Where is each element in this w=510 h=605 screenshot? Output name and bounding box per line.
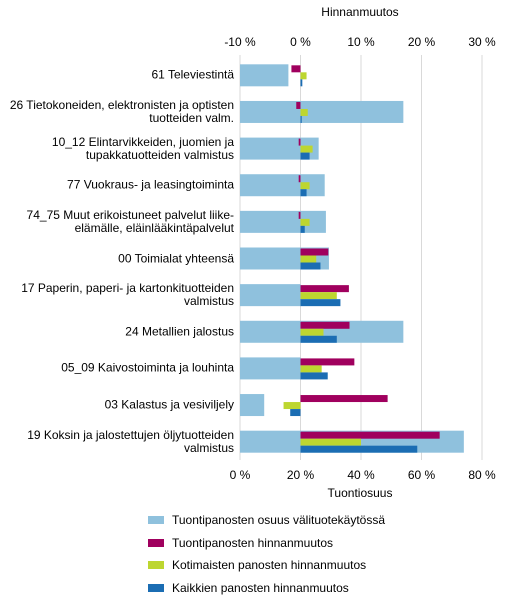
bar: [240, 284, 301, 307]
y-tick-label: 74_75 Muut erikoistuneet palvelut liike-…: [26, 207, 234, 235]
x2-tick-label: 10 %: [347, 35, 375, 49]
y-tick-label: 24 Metallien jalostus: [125, 324, 234, 339]
legend-swatch: [148, 561, 164, 569]
legend-label: Tuontipanosten hinnanmuutos: [172, 535, 334, 550]
legend-item: Tuontipanosten hinnanmuutos: [148, 536, 333, 550]
bar: [300, 328, 324, 336]
y-tick-label: 05_09 Kaivostoiminta ja louhinta: [61, 360, 234, 375]
legend-label: Tuontipanosten osuus välituotekäytössä: [172, 513, 386, 527]
x2-axis-title: Hinnanmuutos: [321, 5, 398, 19]
x2-tick-label: 20 %: [408, 35, 436, 49]
bar: [300, 321, 350, 329]
bar: [298, 211, 301, 219]
legend-swatch: [148, 583, 164, 592]
x-tick-label: 80 %: [468, 468, 496, 482]
x-axis-title: Tuontiosuus: [328, 486, 393, 500]
bar: [298, 138, 301, 146]
bar: [298, 175, 301, 183]
bar: [300, 248, 329, 256]
bar: [300, 431, 440, 439]
bar: [291, 65, 301, 73]
bar: [300, 145, 313, 153]
x-tick-label: 60 %: [408, 468, 436, 482]
bar: [300, 395, 388, 403]
bar: [300, 115, 302, 123]
bar: [300, 372, 328, 380]
bar: [300, 72, 307, 80]
bar: [290, 409, 301, 417]
bar: [300, 262, 321, 270]
y-tick-label: 17 Paperin, paperi- ja kartonkituotteide…: [21, 281, 234, 309]
bar: [300, 255, 317, 263]
bar: [300, 299, 341, 307]
legend-item: Kotimaisten panosten hinnanmuutos: [148, 558, 366, 572]
legend-label: Kotimaisten panosten hinnanmuutos: [172, 558, 367, 572]
legend-item: Tuontipanosten osuus välituotekäytössä: [148, 513, 385, 527]
bar: [300, 365, 322, 373]
y-tick-label: 10_12 Elintarvikkeiden, juomien ja tupak…: [51, 134, 234, 162]
bar: [240, 100, 404, 123]
legend-swatch: [148, 538, 164, 547]
x2-tick-label: -10 %: [224, 35, 256, 49]
y-tick-label: 26 Tietokoneiden, elektronisten ja optis…: [9, 97, 234, 125]
x2-tick-label: 30 %: [468, 35, 496, 49]
y-tick-label: 61 Televiestintä: [151, 67, 235, 82]
bar: [283, 402, 301, 410]
bar: [300, 79, 303, 87]
bar: [300, 218, 310, 226]
bar: [300, 182, 310, 190]
y-tick-label: 00 Toimialat yhteensä: [118, 251, 234, 265]
x-tick-label: 40 %: [347, 468, 375, 482]
y-tick-label: 03 Kalastus ja vesiviljely: [104, 397, 234, 412]
bar: [240, 357, 301, 380]
bar: [300, 108, 308, 116]
x-tick-label: 20 %: [287, 468, 315, 482]
legend-item: Kaikkien panosten hinnanmuutos: [148, 581, 349, 595]
bar: [300, 225, 305, 233]
bar: [300, 445, 418, 453]
bar: [240, 174, 325, 197]
bar: [240, 394, 265, 417]
y-tick-label: 77 Vuokraus- ja leasingtoiminta: [67, 177, 234, 192]
bar: [240, 64, 289, 87]
bar: [300, 292, 337, 300]
bar: [300, 335, 337, 343]
bar: [240, 210, 326, 233]
bar: [300, 152, 310, 160]
bar: [300, 189, 307, 197]
y-tick-label: 19 Koksin ja jalostettujen öljytuotteide…: [27, 427, 234, 455]
bar: [300, 438, 361, 446]
legend-swatch: [148, 516, 164, 524]
bar: [300, 285, 349, 293]
x2-tick-label: 0 %: [290, 35, 311, 49]
legend-label: Kaikkien panosten hinnanmuutos: [172, 580, 349, 595]
bar: [300, 358, 355, 366]
x-tick-label: 0 %: [230, 468, 251, 482]
bar: [296, 101, 301, 109]
